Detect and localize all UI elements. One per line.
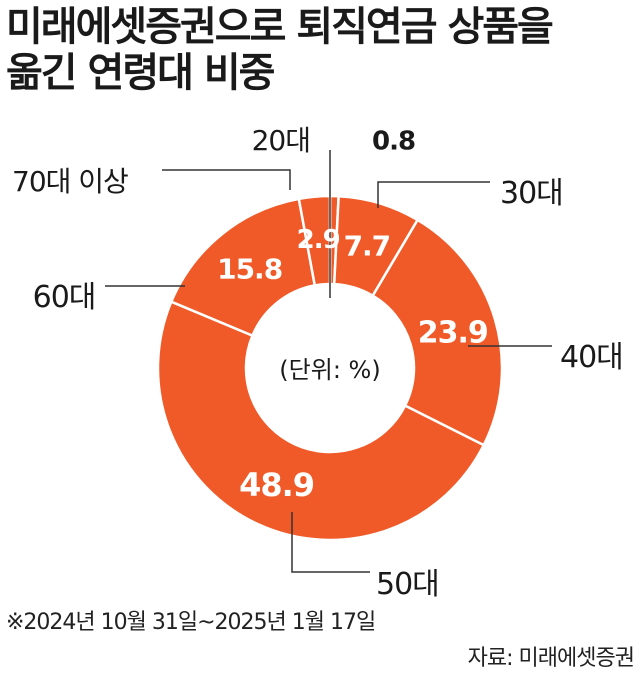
title-line-2: 옮긴 연령대 비중 [6,50,275,96]
value-label-5: 2.9 [297,225,340,255]
slice-group [156,194,504,542]
leader-line-group [105,150,552,573]
leader-line-3 [291,512,370,573]
source-credit: 자료: 미래에셋증권 [467,646,635,671]
category-label-1: 30대 [500,176,563,211]
slice-2 [371,218,504,447]
period-note: ※2024년 10월 31일~2025년 1월 17일 [6,610,376,635]
value-label-3: 48.9 [239,466,314,504]
leader-line-5 [162,169,291,190]
category-label-5: 70대 이상 [12,165,128,198]
value-label-1: 7.7 [344,230,391,263]
category-label-2: 40대 [560,340,623,375]
value-label-0: 0.8 [372,126,415,156]
value-label-2: 23.9 [418,316,488,351]
category-label-3: 50대 [376,567,439,602]
unit-label: (단위: %) [279,356,380,384]
slice-4 [169,197,317,338]
label-group: 0.8 20대 7.7 30대 23.9 40대 48.9 50대 15.8 60대 2.9 70대 … [12,124,624,602]
value-label-4: 15.8 [217,252,282,285]
chart-title: 미래에셋증권으로 퇴직연금 상품을 옮긴 연령대 비중 [6,4,638,96]
category-label-4: 60대 [33,280,96,315]
category-label-0: 20대 [252,124,310,157]
leader-line-1 [377,181,490,208]
slice-3 [156,300,486,542]
title-line-1: 미래에셋증권으로 퇴직연금 상품을 [6,4,554,50]
